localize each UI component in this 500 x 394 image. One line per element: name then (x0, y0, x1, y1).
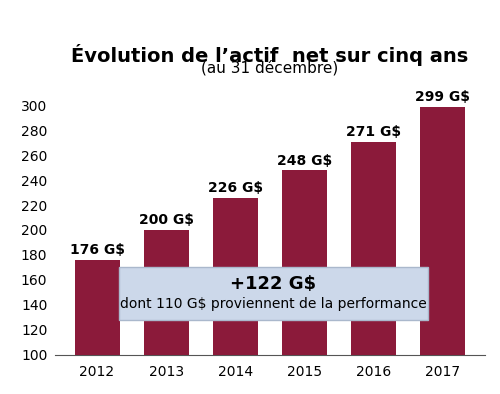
Text: 299 G$: 299 G$ (416, 90, 470, 104)
Text: 248 G$: 248 G$ (277, 154, 332, 168)
Bar (352, 141, 397, 355)
Text: 200 G$: 200 G$ (138, 214, 194, 227)
Text: (au 31 décembre): (au 31 décembre) (202, 60, 338, 76)
Text: 271 G$: 271 G$ (346, 125, 402, 139)
Bar (74, 260, 120, 355)
Text: +122 G$: +122 G$ (230, 275, 316, 293)
Bar (144, 230, 188, 355)
Text: 176 G$: 176 G$ (70, 243, 124, 257)
Bar (282, 170, 327, 355)
Bar (213, 197, 258, 355)
Title: Évolution de l’actif  net sur cinq ans: Évolution de l’actif net sur cinq ans (72, 44, 468, 66)
Text: 226 G$: 226 G$ (208, 181, 263, 195)
Text: dont 110 G$ proviennent de la performance: dont 110 G$ proviennent de la performanc… (120, 297, 427, 310)
FancyBboxPatch shape (119, 268, 428, 320)
Bar (420, 107, 466, 355)
